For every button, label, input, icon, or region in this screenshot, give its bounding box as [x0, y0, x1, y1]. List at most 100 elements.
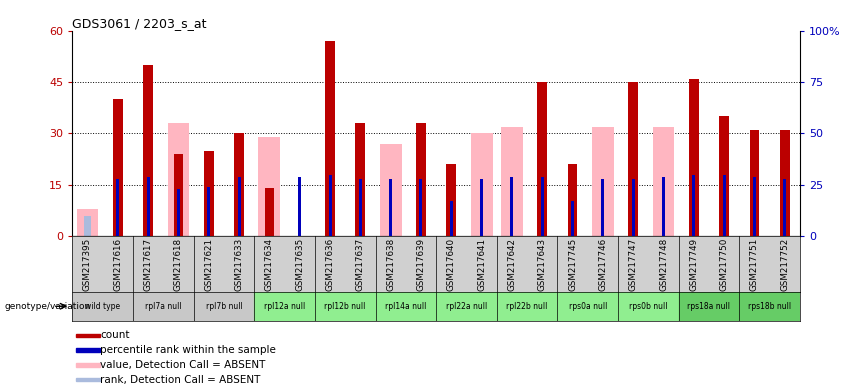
- Bar: [76, 348, 100, 352]
- Bar: [571, 201, 574, 236]
- Bar: [375, 292, 436, 321]
- Bar: [783, 179, 786, 236]
- Bar: [146, 177, 150, 236]
- Bar: [254, 292, 315, 321]
- Bar: [298, 177, 301, 236]
- Text: rpl7b null: rpl7b null: [206, 302, 243, 311]
- Text: GDS3061 / 2203_s_at: GDS3061 / 2203_s_at: [72, 17, 207, 30]
- Text: GSM217749: GSM217749: [689, 238, 699, 291]
- Bar: [450, 201, 453, 236]
- Text: rps0a null: rps0a null: [568, 302, 607, 311]
- Bar: [750, 130, 759, 236]
- Bar: [174, 154, 183, 236]
- Bar: [325, 41, 335, 236]
- Bar: [569, 191, 576, 236]
- Bar: [204, 151, 214, 236]
- Bar: [689, 79, 699, 236]
- Bar: [328, 174, 332, 236]
- Bar: [266, 205, 272, 236]
- Text: rpl14a null: rpl14a null: [386, 302, 426, 311]
- Bar: [177, 189, 180, 236]
- Text: percentile rank within the sample: percentile rank within the sample: [100, 345, 276, 355]
- Bar: [315, 292, 375, 321]
- Text: GSM217621: GSM217621: [204, 238, 214, 291]
- Bar: [208, 187, 210, 236]
- Text: GSM217616: GSM217616: [113, 238, 123, 291]
- Text: GSM217745: GSM217745: [568, 238, 577, 291]
- Text: GSM217618: GSM217618: [174, 238, 183, 291]
- Bar: [540, 177, 544, 236]
- Bar: [72, 292, 133, 321]
- Bar: [719, 116, 729, 236]
- Text: rps18b null: rps18b null: [748, 302, 791, 311]
- Bar: [653, 127, 675, 236]
- Text: GSM217746: GSM217746: [598, 238, 608, 291]
- Text: GSM217634: GSM217634: [265, 238, 274, 291]
- Bar: [234, 134, 244, 236]
- Bar: [113, 99, 123, 236]
- Bar: [380, 144, 402, 236]
- Text: GSM217639: GSM217639: [416, 238, 426, 291]
- Bar: [237, 177, 241, 236]
- Text: GSM217750: GSM217750: [720, 238, 728, 291]
- Bar: [357, 191, 363, 236]
- Bar: [501, 127, 523, 236]
- Bar: [416, 123, 426, 236]
- Text: GSM217641: GSM217641: [477, 238, 486, 291]
- Bar: [259, 137, 280, 236]
- Bar: [143, 65, 153, 236]
- Bar: [480, 179, 483, 236]
- Bar: [76, 378, 100, 381]
- Text: rank, Detection Call = ABSENT: rank, Detection Call = ABSENT: [100, 375, 260, 384]
- Bar: [592, 127, 614, 236]
- Text: GSM217638: GSM217638: [386, 238, 395, 291]
- Text: rpl22a null: rpl22a null: [446, 302, 487, 311]
- Text: GSM217748: GSM217748: [659, 238, 668, 291]
- Bar: [117, 179, 119, 236]
- Text: value, Detection Call = ABSENT: value, Detection Call = ABSENT: [100, 360, 266, 370]
- Text: GSM217637: GSM217637: [356, 238, 365, 291]
- Text: GSM217642: GSM217642: [507, 238, 517, 291]
- Bar: [678, 292, 740, 321]
- Bar: [447, 164, 456, 236]
- Text: count: count: [100, 330, 129, 340]
- Text: GSM217640: GSM217640: [447, 238, 456, 291]
- Text: GSM217635: GSM217635: [295, 238, 304, 291]
- Bar: [568, 164, 578, 236]
- Text: rps18a null: rps18a null: [688, 302, 730, 311]
- Text: GSM217752: GSM217752: [780, 238, 789, 291]
- Bar: [76, 334, 100, 337]
- Bar: [193, 292, 254, 321]
- Bar: [693, 174, 695, 236]
- Text: rps0b null: rps0b null: [629, 302, 667, 311]
- Text: GSM217617: GSM217617: [144, 238, 152, 291]
- Text: rpl12b null: rpl12b null: [324, 302, 366, 311]
- Text: GSM217747: GSM217747: [629, 238, 637, 291]
- Text: rpl7a null: rpl7a null: [145, 302, 181, 311]
- Text: wild type: wild type: [85, 302, 120, 311]
- Text: GSM217395: GSM217395: [83, 238, 92, 291]
- Bar: [537, 82, 547, 236]
- Text: GSM217751: GSM217751: [750, 238, 759, 291]
- Bar: [265, 188, 274, 236]
- Bar: [77, 209, 99, 236]
- Bar: [618, 292, 678, 321]
- Text: genotype/variation: genotype/variation: [4, 302, 90, 311]
- Bar: [662, 177, 665, 236]
- Bar: [84, 216, 91, 236]
- Bar: [722, 174, 726, 236]
- Bar: [471, 134, 493, 236]
- Bar: [602, 179, 604, 236]
- Text: rpl22b null: rpl22b null: [506, 302, 548, 311]
- Bar: [76, 363, 100, 367]
- Bar: [557, 292, 618, 321]
- Bar: [628, 82, 638, 236]
- Bar: [511, 177, 513, 236]
- Bar: [389, 179, 392, 236]
- Bar: [740, 292, 800, 321]
- Text: GSM217636: GSM217636: [326, 238, 334, 291]
- Bar: [356, 123, 365, 236]
- Text: GSM217633: GSM217633: [235, 238, 243, 291]
- Bar: [420, 179, 422, 236]
- Bar: [497, 292, 557, 321]
